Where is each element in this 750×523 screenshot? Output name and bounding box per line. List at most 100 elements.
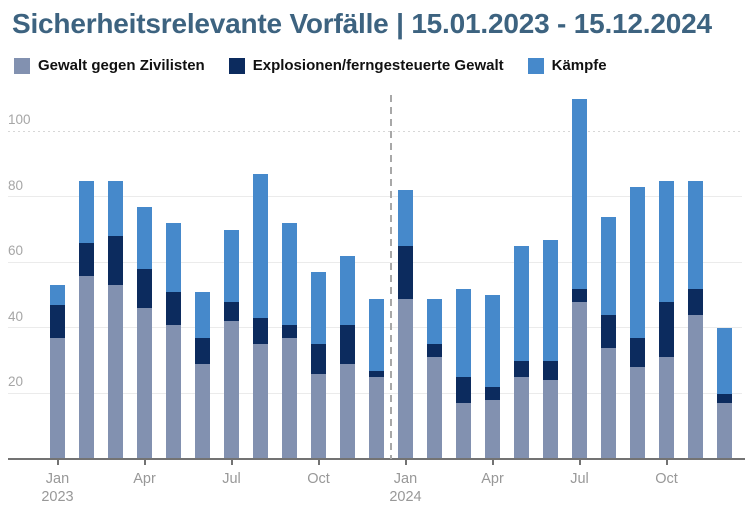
bar-segment-explosions[interactable] [166, 291, 181, 325]
bar-segment-fighting[interactable] [572, 98, 587, 289]
bar-segment-civilians[interactable] [601, 347, 616, 459]
bar-jul-2024[interactable] [572, 98, 587, 459]
bar-segment-fighting[interactable] [311, 272, 326, 345]
bar-segment-civilians[interactable] [543, 380, 558, 459]
bar-segment-civilians[interactable] [137, 308, 152, 459]
bar-segment-civilians[interactable] [485, 400, 500, 459]
bar-segment-explosions[interactable] [398, 246, 413, 299]
bar-segment-explosions[interactable] [456, 377, 471, 404]
bar-segment-civilians[interactable] [108, 285, 123, 459]
bar-nov-2024[interactable] [688, 180, 703, 459]
bar-segment-fighting[interactable] [195, 292, 210, 338]
bar-segment-civilians[interactable] [282, 337, 297, 459]
bar-segment-explosions[interactable] [195, 337, 210, 365]
bar-segment-explosions[interactable] [688, 288, 703, 315]
bar-segment-fighting[interactable] [543, 239, 558, 361]
bar-mar-2024[interactable] [456, 288, 471, 459]
bar-segment-fighting[interactable] [630, 187, 645, 338]
bar-segment-fighting[interactable] [659, 180, 674, 302]
bar-segment-civilians[interactable] [50, 337, 65, 459]
bar-segment-explosions[interactable] [50, 305, 65, 338]
bar-segment-fighting[interactable] [717, 328, 732, 394]
bar-segment-explosions[interactable] [514, 360, 529, 378]
bar-segment-explosions[interactable] [108, 236, 123, 286]
bar-segment-civilians[interactable] [659, 357, 674, 459]
bar-sep-2024[interactable] [630, 187, 645, 459]
bar-jan-2023[interactable] [50, 285, 65, 459]
bar-apr-2023[interactable] [137, 206, 152, 459]
bar-segment-explosions[interactable] [311, 344, 326, 374]
bar-segment-civilians[interactable] [630, 367, 645, 459]
bar-segment-fighting[interactable] [514, 246, 529, 361]
bar-segment-fighting[interactable] [398, 190, 413, 247]
bar-segment-explosions[interactable] [137, 269, 152, 309]
bar-segment-explosions[interactable] [543, 360, 558, 381]
bar-feb-2023[interactable] [79, 180, 94, 459]
bar-segment-fighting[interactable] [137, 206, 152, 270]
bar-dec-2023[interactable] [369, 298, 384, 459]
bar-segment-civilians[interactable] [195, 364, 210, 459]
bar-nov-2023[interactable] [340, 255, 355, 459]
bar-jun-2023[interactable] [195, 292, 210, 459]
bar-segment-explosions[interactable] [572, 288, 587, 302]
bar-segment-civilians[interactable] [717, 403, 732, 459]
bar-aug-2023[interactable] [253, 174, 268, 459]
bar-segment-civilians[interactable] [224, 321, 239, 459]
bar-segment-civilians[interactable] [79, 275, 94, 459]
bar-segment-civilians[interactable] [514, 377, 529, 459]
bar-segment-explosions[interactable] [369, 370, 384, 378]
y-axis-label-60: 60 [8, 243, 24, 258]
bar-may-2023[interactable] [166, 223, 181, 459]
bar-segment-civilians[interactable] [398, 298, 413, 459]
bar-segment-explosions[interactable] [659, 301, 674, 358]
bar-segment-civilians[interactable] [456, 403, 471, 459]
bar-segment-civilians[interactable] [688, 314, 703, 459]
x-axis-tick [56, 459, 59, 465]
bar-segment-fighting[interactable] [166, 223, 181, 292]
bar-segment-explosions[interactable] [717, 393, 732, 404]
bar-segment-fighting[interactable] [50, 285, 65, 306]
bar-mar-2023[interactable] [108, 180, 123, 459]
bar-jun-2024[interactable] [543, 239, 558, 459]
bar-jul-2023[interactable] [224, 229, 239, 459]
bar-segment-fighting[interactable] [253, 174, 268, 319]
bar-may-2024[interactable] [514, 246, 529, 459]
bar-segment-fighting[interactable] [369, 298, 384, 371]
bar-segment-explosions[interactable] [282, 324, 297, 338]
bar-segment-fighting[interactable] [224, 229, 239, 302]
bar-segment-explosions[interactable] [485, 386, 500, 401]
bar-segment-civilians[interactable] [340, 364, 355, 459]
bar-segment-explosions[interactable] [224, 301, 239, 322]
bar-segment-civilians[interactable] [427, 357, 442, 459]
bar-segment-civilians[interactable] [166, 324, 181, 459]
gridline-60 [8, 261, 742, 263]
bar-segment-explosions[interactable] [79, 242, 94, 276]
bar-segment-civilians[interactable] [253, 344, 268, 459]
bar-segment-fighting[interactable] [688, 180, 703, 289]
bar-segment-fighting[interactable] [79, 180, 94, 243]
x-axis-tick [665, 459, 668, 465]
bar-oct-2024[interactable] [659, 180, 674, 459]
bar-segment-fighting[interactable] [108, 180, 123, 237]
bar-jan-2024[interactable] [398, 190, 413, 459]
bar-apr-2024[interactable] [485, 295, 500, 459]
bar-segment-fighting[interactable] [282, 223, 297, 325]
bar-segment-civilians[interactable] [311, 373, 326, 459]
bar-segment-fighting[interactable] [427, 298, 442, 345]
bar-sep-2023[interactable] [282, 223, 297, 459]
bar-segment-fighting[interactable] [340, 255, 355, 325]
bar-segment-explosions[interactable] [253, 318, 268, 345]
bar-segment-explosions[interactable] [630, 337, 645, 368]
bar-segment-explosions[interactable] [427, 344, 442, 358]
bar-segment-fighting[interactable] [601, 216, 616, 315]
bar-segment-explosions[interactable] [601, 314, 616, 348]
bar-dec-2024[interactable] [717, 328, 732, 459]
bar-segment-civilians[interactable] [369, 377, 384, 459]
bar-feb-2024[interactable] [427, 298, 442, 459]
bar-segment-civilians[interactable] [572, 301, 587, 459]
bar-segment-explosions[interactable] [340, 324, 355, 365]
bar-oct-2023[interactable] [311, 272, 326, 459]
bar-segment-fighting[interactable] [485, 295, 500, 387]
bar-segment-fighting[interactable] [456, 288, 471, 378]
bar-aug-2024[interactable] [601, 216, 616, 459]
